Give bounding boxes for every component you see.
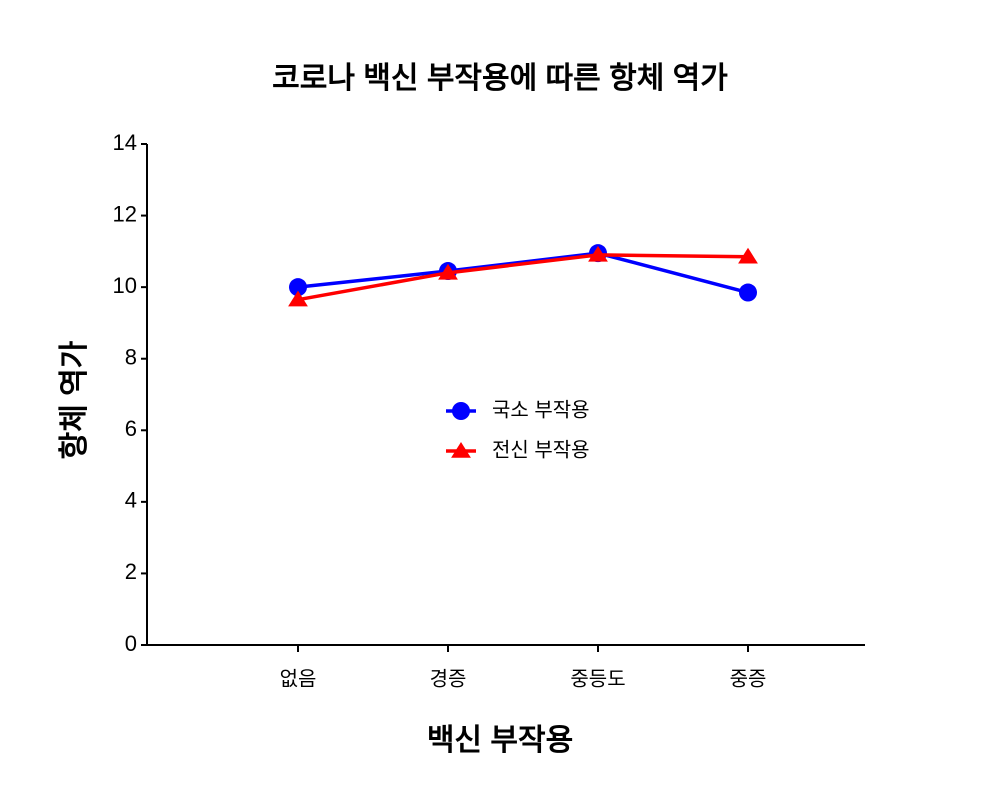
series-line xyxy=(297,253,749,302)
point xyxy=(451,442,471,458)
x-tick-label: 중등도 xyxy=(570,668,625,690)
y-tick-label: 0 xyxy=(125,631,137,656)
point xyxy=(739,283,757,302)
y-tick-label: 14 xyxy=(113,130,137,155)
series-line xyxy=(297,251,749,295)
x-tick-label: 없음 xyxy=(280,667,317,690)
chart-title: 코로나 백신 부작용에 따른 항체 역가 xyxy=(272,62,728,95)
point xyxy=(289,278,307,297)
y-axis-title: 항체 역가 xyxy=(58,340,91,459)
legend-label: 전신 부작용 xyxy=(492,438,590,461)
y-tick-label: 8 xyxy=(125,345,137,370)
point xyxy=(738,247,758,264)
point xyxy=(288,290,308,307)
y-tick-label: 2 xyxy=(125,559,137,584)
y-tick-label: 12 xyxy=(113,201,137,226)
legend-label: 국소 부작용 xyxy=(492,398,590,421)
x-tick-label: 중증 xyxy=(730,668,767,690)
y-tick-label: 4 xyxy=(125,488,137,513)
y-tick-label: 10 xyxy=(113,273,137,298)
y-tick-label: 6 xyxy=(125,416,137,441)
x-tick-label: 경증 xyxy=(430,667,467,690)
x-axis-title: 백신 부작용 xyxy=(427,724,573,757)
point xyxy=(452,402,470,420)
point xyxy=(438,263,458,280)
point xyxy=(588,245,608,262)
